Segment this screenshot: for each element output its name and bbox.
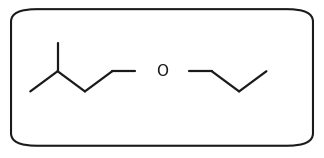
Circle shape xyxy=(150,65,174,77)
FancyBboxPatch shape xyxy=(11,9,313,146)
Text: O: O xyxy=(156,64,168,79)
